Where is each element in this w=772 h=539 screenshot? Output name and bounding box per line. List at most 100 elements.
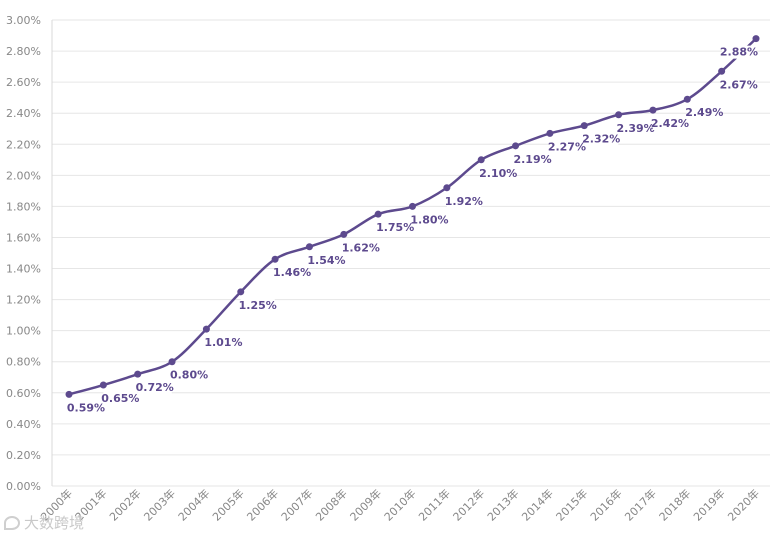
data-point [649,106,657,114]
data-label: 2.67% [720,78,758,91]
data-label-bg [309,253,344,267]
data-label-bg [481,166,516,180]
data-label-bg [515,152,550,166]
data-point [409,202,416,210]
x-tick-label: 2015年 [553,486,590,523]
data-label: 2.32% [582,133,620,146]
x-tick-label: 2004年 [175,486,212,523]
data-point [718,67,726,75]
x-tick-label: 2005年 [209,486,246,523]
data-point [512,142,520,150]
data-label: 2.49% [685,106,723,119]
data-point [752,35,760,43]
watermark-text: 大数跨境 [24,514,85,532]
x-tick-label: 2018年 [656,486,693,523]
x-tick-label: 2016年 [587,486,624,523]
data-label: 1.62% [342,241,380,254]
y-axis: 0.00% 0.20% 0.40% 0.60% 0.80% 1.00% 1.20% 1.40%… [6,14,41,493]
data-label: 1.46% [273,266,311,279]
gridlines [52,19,770,487]
x-tick-label: 2010年 [381,486,418,523]
data-label-bg [240,298,275,312]
data-point [202,325,210,333]
data-points [65,35,760,398]
y-tick-label: 2.40% [6,107,41,120]
data-point [305,243,313,251]
data-label-bg [206,336,241,350]
data-label: 0.59% [67,401,105,414]
data-point [271,255,279,263]
data-label: 2.42% [651,117,689,130]
data-label-bg [652,117,687,131]
y-tick-label: 1.00% [6,325,41,338]
x-tick-label: 2002年 [106,486,143,523]
data-label-bg [137,381,172,395]
data-label-bg [378,221,413,235]
y-tick-label: 0.00% [6,480,41,493]
x-tick-label: 2009年 [347,486,384,523]
data-label: 0.72% [136,381,174,394]
x-tick-label: 2003年 [141,486,178,523]
data-point [237,288,245,296]
x-tick-label: 2017年 [622,486,659,523]
data-point [443,184,451,192]
data-label: 0.80% [170,369,208,382]
data-label: 1.25% [239,299,277,312]
x-tick-label: 2006年 [244,486,281,523]
data-label-bg [69,401,103,415]
x-tick-label: 2012年 [450,486,487,523]
data-label-bg [172,368,207,382]
x-tick-label: 2019年 [690,486,727,523]
y-tick-label: 3.00% [6,14,41,27]
data-label: 2.27% [548,140,586,153]
data-point [546,129,554,137]
y-tick-label: 1.60% [6,231,41,244]
y-tick-label: 2.80% [6,45,41,58]
data-label: 1.54% [307,254,345,267]
data-label-bg [446,194,481,208]
data-point [340,230,348,238]
data-label-bg [722,45,756,59]
x-tick-label: 2013年 [484,486,521,523]
data-label-bg [412,213,447,227]
watermark: 大数跨境 [4,512,84,533]
data-label-bg [584,132,619,146]
x-tick-label: 2014年 [519,486,556,523]
data-point [580,122,588,130]
x-tick-label: 2020年 [725,486,762,523]
data-label: 1.75% [376,221,414,234]
data-point [477,156,485,164]
data-point [374,210,382,218]
y-tick-label: 0.60% [6,387,41,400]
data-label-bg [343,241,378,255]
x-tick-label: 2011年 [415,486,452,523]
data-point [99,381,107,389]
data-label-bg [275,266,310,280]
y-tick-label: 0.20% [6,449,41,462]
y-tick-label: 0.80% [6,356,41,369]
x-tick-label: 2007年 [278,486,315,523]
data-label: 0.65% [101,392,139,405]
data-label-bg [549,140,584,154]
data-point [134,370,142,378]
watermark-logo-icon [4,515,20,530]
data-point [168,358,176,366]
y-tick-label: 1.40% [6,263,41,276]
data-point [65,390,73,398]
data-label: 2.88% [720,46,758,59]
data-label-bg [721,78,756,92]
data-labels: 0.59%0.65%0.72%0.80% 1.01% 1.25% 1.46%1.54%… [67,45,758,415]
x-axis: 2000年2001年2002年2003年2004年2005年2006年2007年… [38,486,762,523]
data-label: 2.10% [479,167,517,180]
data-point [615,111,623,119]
y-tick-label: 2.00% [6,169,41,182]
data-label-bg [687,106,722,120]
data-label: 1.92% [445,195,483,208]
data-point [683,95,691,103]
data-label-bg [103,392,138,406]
data-label: 2.39% [617,122,655,135]
x-tick-label: 2008年 [312,486,349,523]
data-label: 2.19% [513,153,551,166]
y-tick-label: 2.20% [6,138,41,151]
